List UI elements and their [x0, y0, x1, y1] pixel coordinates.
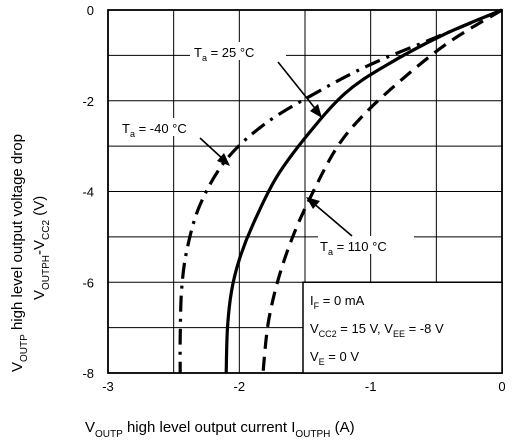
arrow-110	[311, 201, 353, 237]
y-axis-label-line1: VOUTP high level output voltage drop	[9, 134, 30, 372]
series-label-minus40: Ta = -40 °C	[122, 121, 187, 139]
series-line-0	[224, 8, 503, 374]
arrowhead-minus40	[217, 153, 230, 166]
series-line-2	[261, 8, 503, 374]
y-tick-label: -8	[82, 366, 94, 381]
pointer-arrows	[199, 61, 353, 237]
condition-ve: VE = 0 V	[310, 349, 359, 367]
label-bg-110	[318, 236, 414, 254]
tick-labels: -3 -2 -1 0 0 -2 -4 -6 -8	[82, 3, 505, 394]
y-tick-label: -2	[82, 94, 94, 109]
series-labels: Ta = 25 °C Ta = -40 °C Ta = 110 °C	[118, 42, 414, 257]
conditions-box: IF = 0 mA VCC2 = 15 V, VEE = -8 V VE = 0…	[302, 281, 503, 374]
x-tick-label: -3	[102, 379, 114, 394]
y-tick-label: 0	[87, 3, 94, 18]
condition-vcc2-vee: VCC2 = 15 V, VEE = -8 V	[310, 321, 444, 339]
y-tick-label: -4	[82, 185, 94, 200]
x-tick-label: -2	[234, 379, 246, 394]
series-label-110: Ta = 110 °C	[320, 239, 387, 257]
arrow-25	[277, 61, 319, 113]
y-axis-label-line2: VOUTPH-VCC2 (V)	[31, 196, 52, 300]
curves	[178, 8, 503, 374]
label-bg-25	[190, 42, 286, 60]
series-line-1	[178, 8, 503, 374]
label-bg-40	[118, 118, 216, 136]
x-axis-label: VOUTP high level output current IOUTPH (…	[85, 419, 355, 440]
y-tick-label: -6	[82, 275, 94, 290]
arrow-minus40	[199, 137, 225, 161]
x-tick-label: 0	[498, 379, 505, 394]
condition-if: IF = 0 mA	[310, 293, 365, 311]
series-label-25: Ta = 25 °C	[194, 45, 254, 63]
arrowhead-110	[306, 197, 320, 209]
x-tick-label: -1	[365, 379, 377, 394]
arrowhead-25	[310, 104, 322, 118]
conditions-frame	[302, 281, 503, 374]
